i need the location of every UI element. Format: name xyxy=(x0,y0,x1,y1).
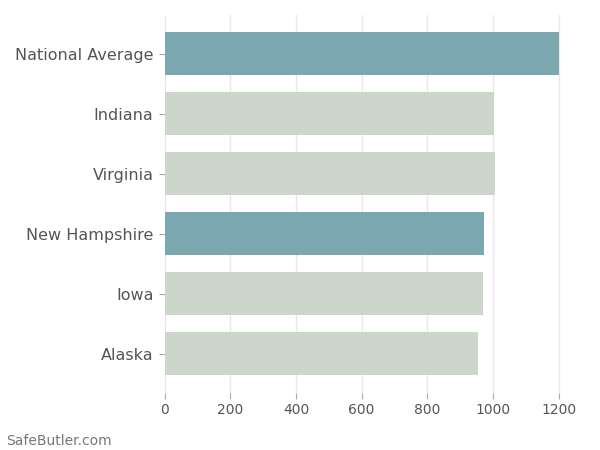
Bar xyxy=(164,92,494,135)
Bar xyxy=(164,212,484,256)
Text: SafeButler.com: SafeButler.com xyxy=(6,434,112,448)
Bar xyxy=(164,272,482,315)
Bar xyxy=(164,152,496,195)
Bar xyxy=(164,32,559,75)
Bar xyxy=(164,332,478,375)
